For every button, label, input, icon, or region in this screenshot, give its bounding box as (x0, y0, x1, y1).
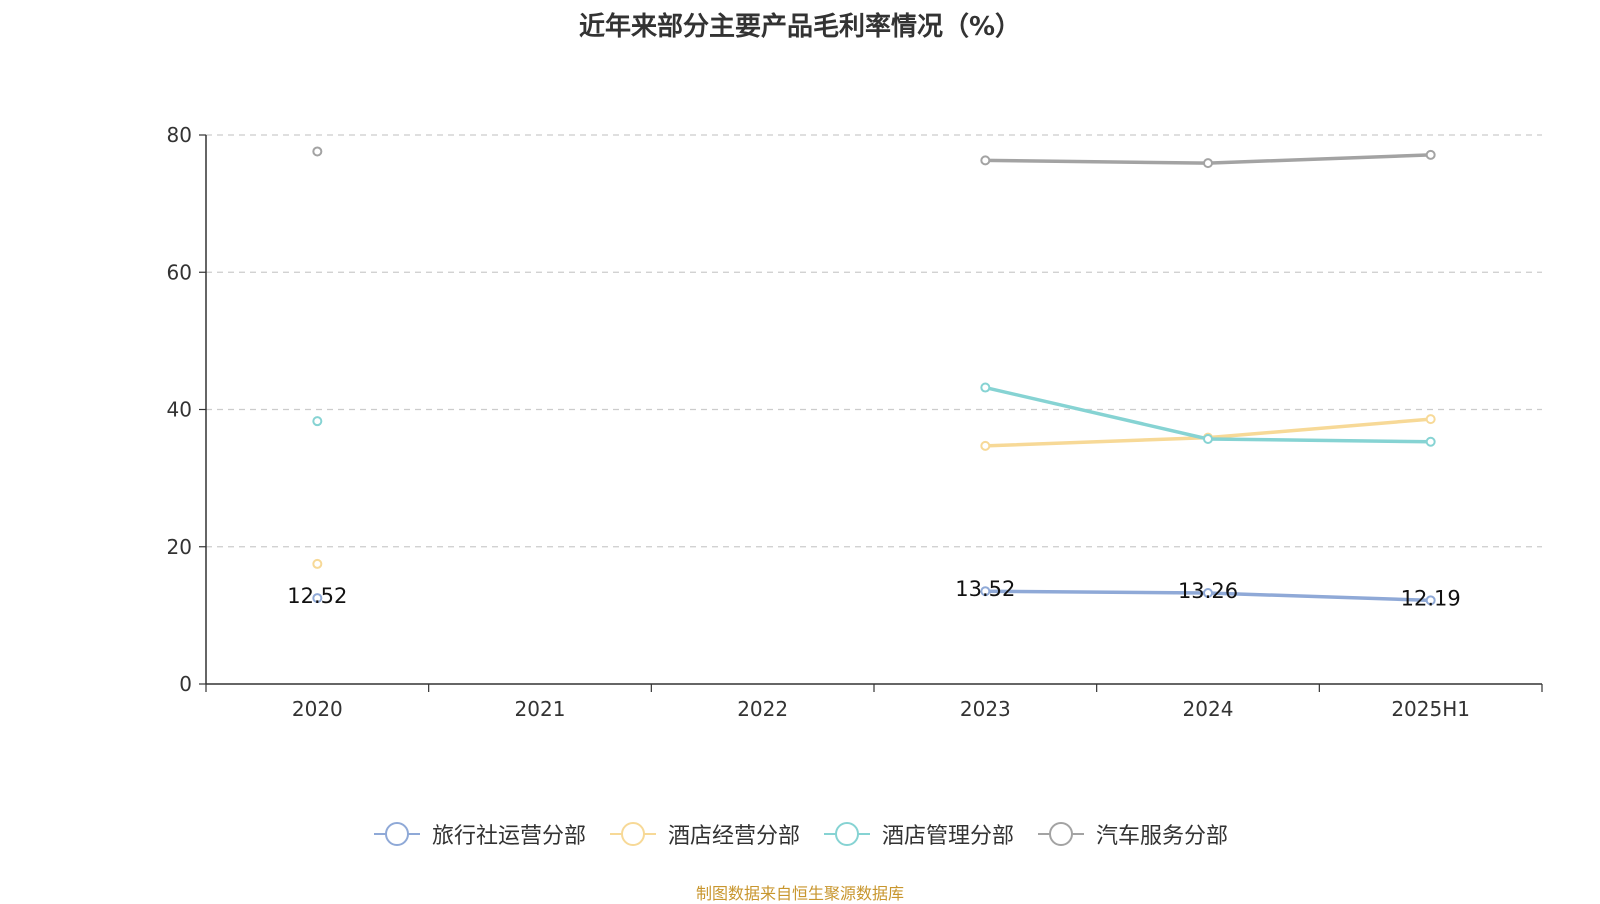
x-tick-label: 2022 (737, 697, 788, 721)
data-point (980, 440, 991, 451)
y-tick-label: 0 (179, 672, 192, 696)
legend-swatch-icon (373, 822, 420, 846)
y-tick-label: 20 (167, 535, 192, 559)
legend-marker (835, 822, 859, 846)
data-label: 13.26 (1178, 579, 1238, 603)
x-tick-label: 2024 (1183, 697, 1234, 721)
legend-item[interactable]: 旅行社运营分部 (372, 818, 586, 850)
data-label-layer: 12.52 13.52 13.26 12.19 (287, 577, 1460, 610)
grid-layer (206, 134, 1542, 548)
chart-title: 近年来部分主要产品毛利率情况（%） (578, 12, 1022, 42)
data-point (980, 586, 991, 597)
legend-swatch-icon (609, 822, 656, 846)
data-point (312, 593, 323, 604)
x-tick-label: 2025H1 (1391, 697, 1470, 721)
legend-item[interactable]: 酒店经营分部 (608, 818, 800, 850)
data-point (1425, 414, 1436, 425)
legend-marker (620, 822, 645, 846)
axis-layer: 0 20 40 60 80 2020 2021 2022 2023 2024 2025H1 (167, 123, 1543, 721)
y-tick-label: 40 (167, 398, 192, 422)
data-point (1425, 149, 1436, 160)
data-point (1203, 158, 1213, 169)
x-tick-label: 2023 (960, 697, 1011, 721)
source-note: 制图数据来自恒生聚源数据库 (695, 884, 904, 903)
data-label: 12.19 (1401, 586, 1461, 610)
legend-swatch-icon (1038, 822, 1085, 846)
legend-marker (384, 822, 409, 846)
y-tick-label: 60 (167, 260, 192, 284)
data-label: 13.52 (955, 577, 1015, 601)
legend: 旅行社运营分部 酒店经营分部 酒店管理分部 汽车服务分部 (0, 818, 1600, 850)
legend-label: 旅行社运营分部 (431, 824, 586, 849)
data-point (980, 155, 991, 166)
legend-item[interactable]: 酒店管理分部 (822, 818, 1014, 850)
legend-item[interactable]: 汽车服务分部 (1036, 818, 1228, 850)
x-tick-label: 2021 (515, 697, 566, 721)
data-point (312, 558, 323, 569)
data-point (980, 382, 991, 393)
data-label: 12.52 (287, 584, 347, 608)
legend-marker (1049, 822, 1074, 846)
data-point (312, 416, 323, 427)
data-point (1203, 434, 1213, 445)
legend-label: 酒店管理分部 (882, 824, 1015, 849)
x-tick-label: 2020 (292, 697, 343, 721)
legend-label: 汽车服务分部 (1096, 824, 1229, 849)
series-layer (312, 146, 1436, 606)
y-tick-label: 80 (167, 123, 192, 147)
data-point (1203, 588, 1213, 599)
data-point (1425, 595, 1436, 606)
legend-label: 酒店经营分部 (667, 824, 800, 849)
legend-swatch-icon (824, 822, 870, 846)
data-point (312, 146, 323, 157)
data-point (1425, 436, 1436, 447)
